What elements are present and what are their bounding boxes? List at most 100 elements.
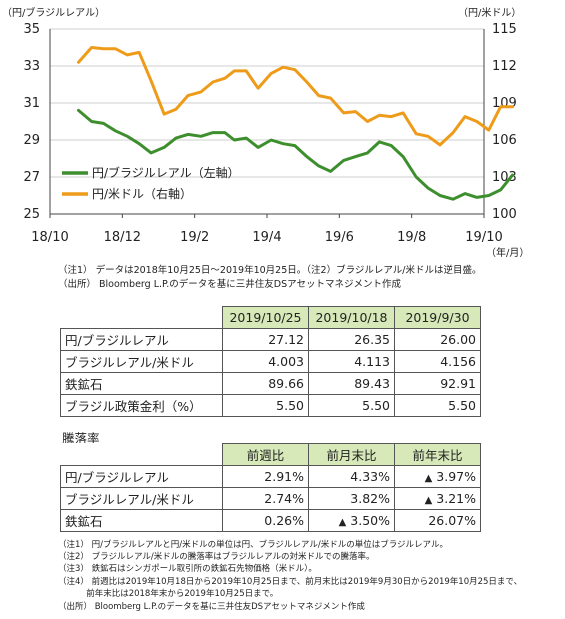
table-row: ブラジル政策金利（%） 5.50 5.50 5.50 <box>60 394 481 417</box>
x-tick-label: 19/6 <box>325 230 354 245</box>
cell-value: 4.33% <box>308 465 395 488</box>
chart-source-note: （出所） Bloomberg L.P.のデータを基に三井住友DSアセットマネジメ… <box>58 279 401 290</box>
cell-value: 26.07% <box>394 509 481 532</box>
row-label: 円/ブラジルレアル <box>60 328 223 351</box>
cell-value-text: 0.26% <box>264 513 304 528</box>
x-axis-ticks: 18/10 18/12 19/2 19/4 19/6 19/8 19/10 <box>31 214 503 245</box>
legend: 円/ブラジルレアル（左軸） 円/米ドル（右軸） <box>62 165 240 201</box>
x-tick-label: 19/2 <box>180 230 209 245</box>
y-right-tick-label: 106 <box>492 133 517 148</box>
cell-value-text: 2.74% <box>264 491 304 506</box>
cell-value: 92.91 <box>394 372 481 395</box>
cell-value-text: 3.50% <box>350 513 390 528</box>
price-table-col-header: 2019/10/25 <box>222 306 309 329</box>
cell-value: 89.43 <box>308 372 395 395</box>
y-left-tick-label: 33 <box>23 59 40 74</box>
cell-value-text: 3.97% <box>436 469 476 484</box>
cell-value: 4.113 <box>308 350 395 373</box>
x-tick-label: 19/10 <box>465 230 502 245</box>
cell-value: 89.66 <box>222 372 309 395</box>
cell-value-text: 2.91% <box>264 469 304 484</box>
change-table-corner <box>60 443 223 466</box>
price-table-header: 2019/10/25 2019/10/18 2019/9/30 <box>60 306 481 329</box>
table-row: 円/ブラジルレアル 2.91% 4.33% ▲ 3.97% <box>60 465 481 488</box>
cell-value: 3.82% <box>308 487 395 510</box>
series-line-jpy-brl <box>77 108 514 201</box>
change-table-col-header: 前月末比 <box>308 443 395 466</box>
legend-label-usd: 円/米ドル（右軸） <box>92 186 192 201</box>
y-left-tick-label: 25 <box>23 207 40 222</box>
table-row: 鉄鉱石 89.66 89.43 92.91 <box>60 372 481 395</box>
right-axis-ticks: 100 103 106 109 112 115 <box>492 22 517 222</box>
x-tick-label: 18/12 <box>104 230 141 245</box>
footnote-4-cont: 前年末比は2018年末から2019年10月25日まで。 <box>58 589 279 599</box>
right-axis-unit: （円/米ドル） <box>458 6 521 19</box>
cell-value: 26.00 <box>394 328 481 351</box>
cell-value: ▲ 3.50% <box>308 509 395 532</box>
row-label: 円/ブラジルレアル <box>60 465 223 488</box>
series-lines <box>77 46 514 201</box>
footnote-2: （注2） ブラジルレアル/米ドルの騰落率はブラジルレアルの対米ドルでの騰落率。 <box>58 552 375 562</box>
row-label: 鉄鉱石 <box>60 372 223 395</box>
row-label: 鉄鉱石 <box>60 509 223 532</box>
series-line-jpy-usd <box>77 46 514 147</box>
gridlines <box>50 28 484 178</box>
y-right-tick-label: 100 <box>492 207 517 222</box>
left-axis-unit: （円/ブラジルレアル） <box>2 6 105 19</box>
change-rate-table: 前週比 前月末比 前年末比 円/ブラジルレアル 2.91% 4.33% ▲ 3.9… <box>60 443 481 532</box>
cell-value: 5.50 <box>394 394 481 417</box>
y-left-tick-label: 31 <box>23 96 40 111</box>
row-label: ブラジルレアル/米ドル <box>60 350 223 373</box>
footnote-4: （注4） 前週比は2019年10月18日から2019年10月25日まで、前月末比… <box>58 577 523 587</box>
price-table-col-header: 2019/9/30 <box>394 306 481 329</box>
cell-value: 4.156 <box>394 350 481 373</box>
cell-value: 2.74% <box>222 487 309 510</box>
x-tick-label: 19/4 <box>252 230 281 245</box>
table-row: ブラジルレアル/米ドル 2.74% 3.82% ▲ 3.21% <box>60 487 481 510</box>
cell-value: 4.003 <box>222 350 309 373</box>
row-label: ブラジルレアル/米ドル <box>60 487 223 510</box>
x-axis-unit: （年/月） <box>486 246 529 259</box>
y-left-tick-label: 29 <box>23 133 40 148</box>
cell-value: 0.26% <box>222 509 309 532</box>
legend-label-brl: 円/ブラジルレアル（左軸） <box>92 165 240 180</box>
change-table-header: 前週比 前月末比 前年末比 <box>60 443 481 466</box>
y-left-tick-label: 35 <box>23 22 40 37</box>
table-row: 円/ブラジルレアル 27.12 26.35 26.00 <box>60 328 481 351</box>
cell-value-text: 3.82% <box>350 491 390 506</box>
price-table-corner <box>60 306 223 329</box>
cell-value: ▲ 3.21% <box>394 487 481 510</box>
table-row: ブラジルレアル/米ドル 4.003 4.113 4.156 <box>60 350 481 373</box>
y-right-tick-label: 112 <box>492 59 517 74</box>
change-table-col-header: 前週比 <box>222 443 309 466</box>
cell-value: ▲ 3.97% <box>394 465 481 488</box>
footnote-1: （注1） 円/ブラジルレアルと円/米ドルの単位は円、ブラジルレアル/米ドルの単位… <box>58 540 448 550</box>
chart-note-1: （注1） データは2018年10月25日～2019年10月25日。（注2）ブラジ… <box>58 265 482 276</box>
table-row: 鉄鉱石 0.26% ▲ 3.50% 26.07% <box>60 509 481 532</box>
decline-marker: ▲ <box>424 473 433 484</box>
decline-marker: ▲ <box>338 517 347 528</box>
y-right-tick-label: 115 <box>492 22 517 37</box>
cell-value-text: 4.33% <box>350 469 390 484</box>
y-right-tick-label: 109 <box>492 96 517 111</box>
cell-value-text: 3.21% <box>436 491 476 506</box>
y-right-tick-label: 103 <box>492 170 517 185</box>
price-table-col-header: 2019/10/18 <box>308 306 395 329</box>
x-tick-label: 18/10 <box>31 230 68 245</box>
cell-value: 2.91% <box>222 465 309 488</box>
cell-value: 27.12 <box>222 328 309 351</box>
cell-value: 5.50 <box>222 394 309 417</box>
row-label: ブラジル政策金利（%） <box>60 394 223 417</box>
price-table: 2019/10/25 2019/10/18 2019/9/30 円/ブラジルレア… <box>60 306 481 417</box>
section-label-change-rate: 騰落率 <box>62 431 100 446</box>
cell-value: 5.50 <box>308 394 395 417</box>
x-tick-label: 19/8 <box>397 230 426 245</box>
footnote-3: （注3） 鉄鉱石はシンガポール取引所の鉄鉱石先物価格（米ドル）。 <box>58 564 317 574</box>
left-axis-ticks: 25 27 29 31 33 35 <box>23 22 40 222</box>
y-left-tick-label: 27 <box>23 170 40 185</box>
change-table-col-header: 前年末比 <box>394 443 481 466</box>
cell-value: 26.35 <box>308 328 395 351</box>
footnote-source: （出所） Bloomberg L.P.のデータを基に三井住友DSアセットマネジメ… <box>58 602 365 612</box>
decline-marker: ▲ <box>424 495 433 506</box>
